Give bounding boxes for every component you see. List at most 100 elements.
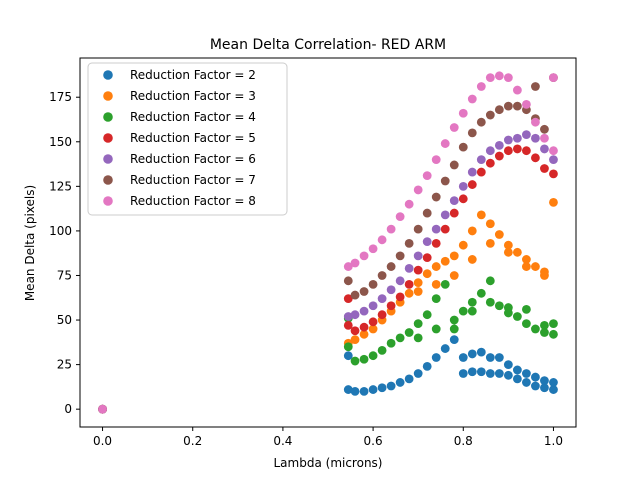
- data-point-series-1-11: [413, 369, 423, 378]
- data-point-series-7-13: [440, 139, 450, 148]
- data-point-series-4-8: [386, 301, 396, 311]
- data-point-series-1-16: [458, 369, 468, 378]
- data-point-series-2-5: [368, 324, 378, 334]
- data-point-series-1-17: [467, 367, 477, 377]
- data-point-series-7-12: [431, 155, 441, 165]
- data-point-series-4-15: [449, 208, 459, 218]
- legend-marker-4: [103, 133, 113, 143]
- data-point-series-4-26: [549, 169, 558, 179]
- data-point-series-7-17: [476, 82, 486, 91]
- data-point-series-3-5: [359, 354, 369, 364]
- data-point-series-3-18: [476, 288, 486, 298]
- legend-label-1: Reduction Factor = 2: [130, 68, 256, 82]
- data-point-series-3-12: [422, 310, 432, 320]
- data-point-series-6-7: [386, 262, 396, 271]
- data-point-series-1-35: [531, 372, 540, 382]
- data-point-series-1-21: [503, 370, 513, 380]
- data-point-series-6-4: [359, 287, 369, 296]
- data-point-series-7-3: [350, 258, 360, 268]
- data-point-series-1-2: [343, 351, 353, 361]
- data-point-series-3-16: [458, 306, 468, 316]
- legend-marker-3: [103, 112, 113, 122]
- legend-label-6: Reduction Factor = 7: [130, 173, 256, 187]
- data-point-series-1-27: [458, 353, 468, 362]
- data-point-series-5-19: [494, 140, 504, 150]
- data-point-series-6-16: [467, 128, 477, 138]
- data-point-series-5-4: [359, 306, 369, 316]
- data-point-series-7-6: [377, 235, 387, 245]
- data-point-series-2-21: [512, 247, 522, 257]
- data-point-series-4-9: [395, 292, 405, 302]
- data-point-series-6-26: [531, 82, 540, 91]
- data-point-series-3-28: [431, 324, 441, 334]
- data-point-series-6-3: [350, 290, 360, 300]
- x-tick-label-6: 1.0: [544, 434, 563, 448]
- data-point-series-6-9: [404, 238, 414, 248]
- data-point-series-3-23: [522, 319, 531, 329]
- data-point-series-2-20: [503, 240, 513, 250]
- data-point-series-4-11: [413, 265, 423, 275]
- data-point-series-4-21: [503, 146, 513, 156]
- data-point-series-4-7: [377, 310, 387, 320]
- data-point-series-5-24: [540, 144, 549, 154]
- legend-marker-1: [103, 70, 113, 80]
- data-point-series-1-13: [431, 353, 441, 362]
- data-point-series-5-20: [503, 135, 513, 145]
- data-point-series-4-14: [440, 224, 450, 234]
- plot-frame: [79, 57, 577, 428]
- data-point-series-3-6: [368, 351, 378, 361]
- data-point-series-1-22: [512, 374, 522, 384]
- data-point-series-1-25: [540, 383, 549, 393]
- data-point-series-5-14: [449, 196, 459, 206]
- y-tick-label-3: 50: [57, 313, 72, 327]
- data-point-series-5-16: [467, 167, 477, 177]
- data-point-series-2-33: [540, 271, 549, 280]
- data-point-series-6-13: [440, 176, 450, 186]
- data-point-series-4-6: [368, 317, 378, 327]
- legend-marker-6: [103, 175, 113, 185]
- data-point-series-1-4: [350, 386, 360, 396]
- data-point-series-5-15: [458, 181, 468, 191]
- points-layer: [98, 71, 558, 414]
- y-tick-label-4: 75: [57, 268, 72, 282]
- data-point-series-3-11: [413, 319, 423, 329]
- data-point-series-3-35: [549, 319, 558, 329]
- y-axis-label: Mean Delta (pixels): [23, 185, 37, 301]
- data-point-series-6-11: [422, 208, 432, 218]
- legend-marker-2: [103, 91, 113, 101]
- data-point-series-1-28: [467, 349, 477, 359]
- data-point-series-7-4: [359, 251, 369, 261]
- data-point-series-3-8: [386, 338, 396, 348]
- data-point-series-2-13: [440, 256, 450, 266]
- data-point-series-3-14: [440, 279, 450, 289]
- data-point-series-1-20: [494, 369, 504, 378]
- y-tick-label-8: 175: [49, 90, 72, 104]
- data-point-series-2-32: [522, 262, 531, 271]
- x-tick-label-5: 0.8: [454, 434, 473, 448]
- data-point-series-7-14: [449, 123, 459, 132]
- data-point-series-2-23: [531, 262, 540, 271]
- data-point-series-6-6: [377, 271, 387, 280]
- data-point-series-5-5: [368, 301, 378, 311]
- data-point-series-1-15: [449, 335, 459, 345]
- data-point-series-3-27: [413, 333, 423, 343]
- data-point-series-2-26: [413, 287, 423, 296]
- data-point-series-2-11: [422, 269, 432, 279]
- data-point-series-5-21: [512, 133, 522, 143]
- data-point-series-1-10: [404, 374, 414, 384]
- data-point-series-2-15: [458, 240, 468, 250]
- data-point-series-6-20: [503, 101, 513, 111]
- data-point-series-3-30: [467, 306, 477, 316]
- data-point-series-3-15: [449, 324, 459, 334]
- y-tick-label-5: 100: [49, 224, 72, 238]
- data-point-series-1-5: [359, 386, 369, 396]
- legend-label-5: Reduction Factor = 6: [130, 152, 256, 166]
- data-point-series-7-26: [549, 146, 558, 156]
- legend-label-4: Reduction Factor = 5: [130, 131, 256, 145]
- data-point-series-7-19: [494, 71, 504, 81]
- data-point-series-3-34: [540, 320, 549, 330]
- data-point-series-5-22: [522, 130, 531, 140]
- data-point-series-7-7: [386, 224, 396, 234]
- data-point-series-1-14: [440, 344, 450, 353]
